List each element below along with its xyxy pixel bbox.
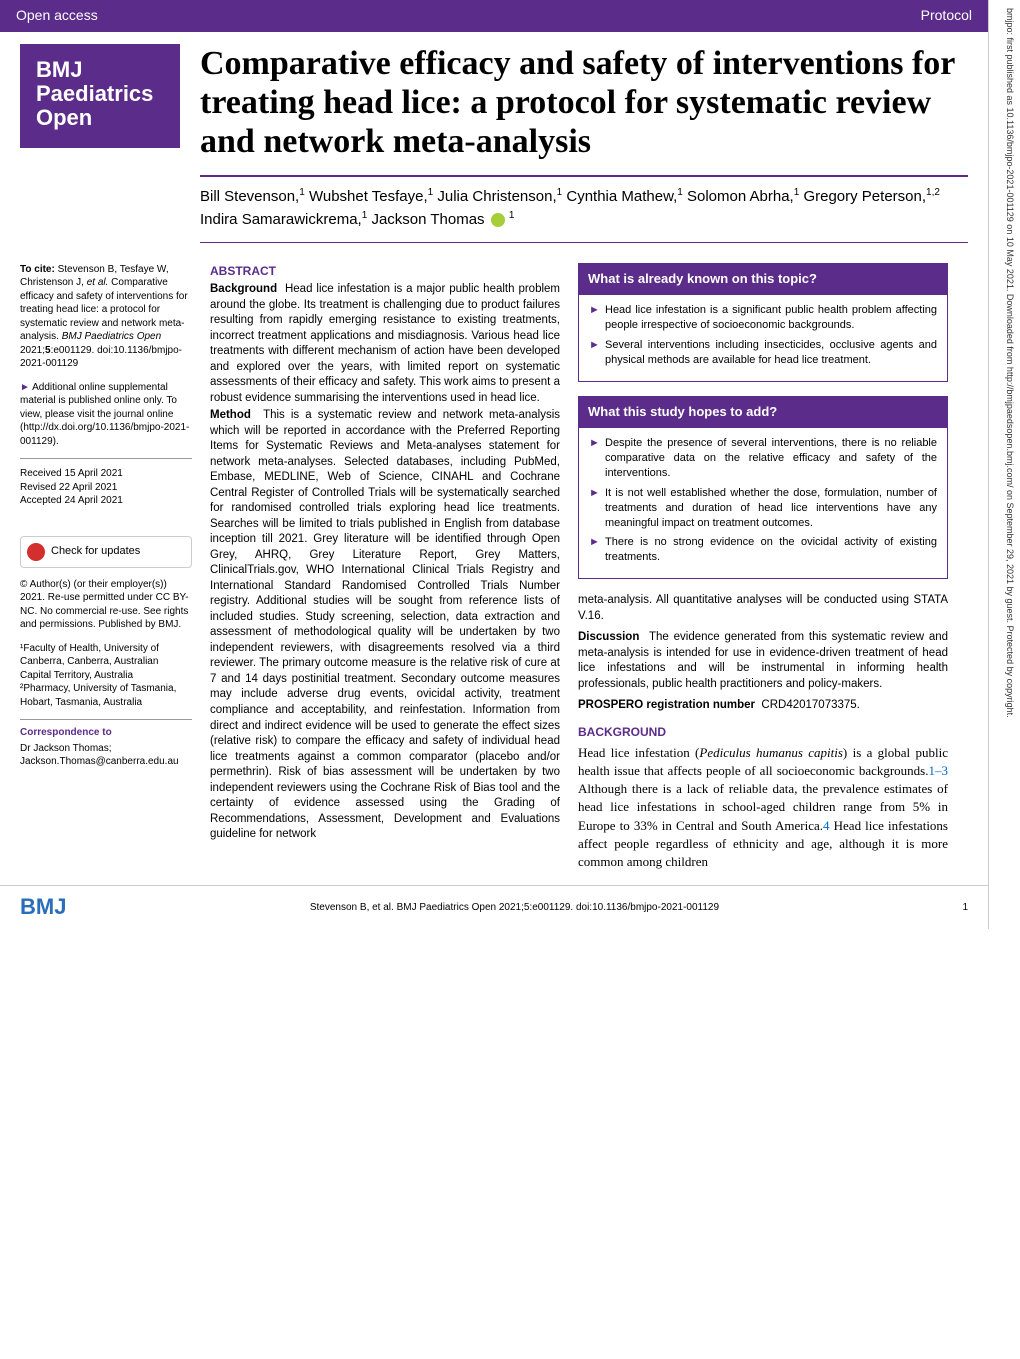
arrow-icon: ► [20, 382, 30, 393]
orcid-icon[interactable] [491, 213, 505, 227]
list-item: It is not well established whether the d… [589, 486, 937, 531]
authors-list: Bill Stevenson,1 Wubshet Tesfaye,1 Julia… [200, 188, 940, 229]
box2-body: Despite the presence of several interven… [578, 427, 948, 579]
article-title: Comparative efficacy and safety of inter… [200, 44, 968, 161]
list-item: Several interventions including insectic… [589, 338, 937, 368]
background-head: BACKGROUND [578, 724, 948, 740]
date-received: Received 15 April 2021 [20, 467, 192, 481]
dates-block: Received 15 April 2021 Revised 22 April … [20, 458, 192, 508]
cite-text: Stevenson B, Tesfaye W, Christenson J, e… [20, 264, 188, 370]
check-updates-button[interactable]: Check for updates [20, 536, 192, 568]
abs-bg-label: Background [210, 283, 277, 295]
abs-bg: Head lice infestation is a major public … [210, 283, 560, 404]
reg-text: CRD42017073375. [761, 699, 859, 711]
header-right: Protocol [921, 6, 972, 26]
check-label: Check for updates [51, 544, 140, 559]
reg-label: PROSPERO registration number [578, 699, 755, 711]
cite-lead: To cite: [20, 264, 55, 275]
divider [200, 242, 968, 243]
corr-body: Dr Jackson Thomas; Jackson.Thomas@canber… [20, 742, 192, 769]
vertical-sidebar-text: bmjpo: first published as 10.1136/bmjpo-… [988, 0, 1020, 929]
date-revised: Revised 22 April 2021 [20, 481, 192, 495]
cont-p1: meta-analysis. All quantitative analyses… [578, 593, 948, 624]
right-column: What is already known on this topic? Hea… [578, 263, 948, 871]
authors: Bill Stevenson,1 Wubshet Tesfaye,1 Julia… [200, 185, 968, 232]
abs-method: This is a systematic review and network … [210, 409, 560, 840]
box1-head: What is already known on this topic? [578, 263, 948, 295]
correspondence: Correspondence to Dr Jackson Thomas; Jac… [20, 719, 192, 769]
supp-text: Additional online supplemental material … [20, 382, 189, 447]
background-body: Head lice infestation (Pediculus humanus… [578, 744, 948, 871]
affil-2: ²Pharmacy, University of Tasmania, Hobar… [20, 682, 192, 709]
journal-logo: BMJPaediatricsOpen [20, 44, 180, 149]
abstract-head: ABSTRACT [210, 263, 560, 279]
header-left: Open access [16, 6, 98, 26]
abs-method-label: Method [210, 409, 251, 421]
list-item: Despite the presence of several interven… [589, 436, 937, 481]
disc-label: Discussion [578, 631, 639, 643]
citation-block: To cite: Stevenson B, Tesfaye W, Christe… [20, 263, 192, 371]
affiliations: ¹Faculty of Health, University of Canber… [20, 642, 192, 710]
footer-citation: Stevenson B, et al. BMJ Paediatrics Open… [310, 901, 719, 915]
page-footer: BMJ Stevenson B, et al. BMJ Paediatrics … [0, 885, 988, 929]
box2-head: What this study hopes to add? [578, 396, 948, 428]
abstract-column: ABSTRACT Background Head lice infestatio… [210, 263, 560, 871]
bmj-logo: BMJ [20, 892, 66, 923]
list-item: There is no strong evidence on the ovici… [589, 535, 937, 565]
affil-1: ¹Faculty of Health, University of Canber… [20, 642, 192, 683]
list-item: Head lice infestation is a significant p… [589, 303, 937, 333]
divider [200, 175, 968, 177]
copyright-text: © Author(s) (or their employer(s)) 2021.… [20, 578, 192, 632]
left-sidebar: To cite: Stevenson B, Tesfaye W, Christe… [20, 263, 192, 871]
header-bar: Open access Protocol [0, 0, 988, 32]
box1-body: Head lice infestation is a significant p… [578, 294, 948, 381]
date-accepted: Accepted 24 April 2021 [20, 494, 192, 508]
supplemental-block: ► Additional online supplemental materia… [20, 381, 192, 449]
page-number: 1 [962, 901, 968, 915]
crossmark-icon [27, 543, 45, 561]
corr-head: Correspondence to [20, 726, 192, 740]
